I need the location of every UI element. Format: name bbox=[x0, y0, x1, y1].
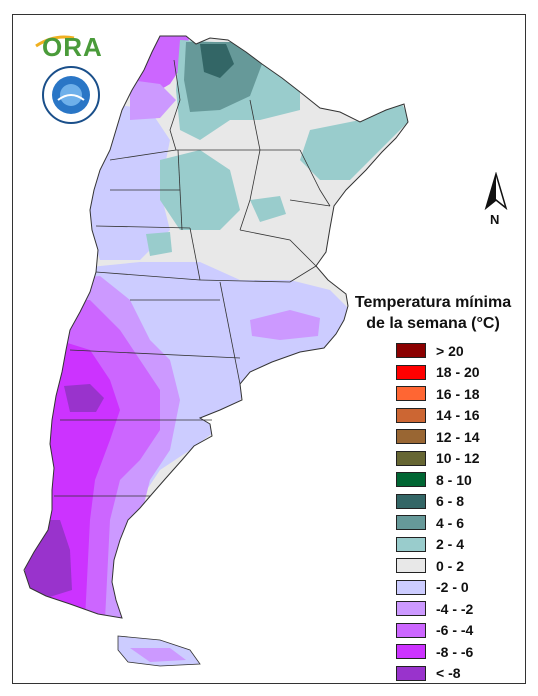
legend-item: 10 - 12 bbox=[396, 448, 480, 470]
zone-m4-m2-east-pampa bbox=[250, 310, 320, 340]
legend-label: -2 - 0 bbox=[436, 579, 469, 596]
legend-label: 14 - 16 bbox=[436, 407, 480, 424]
legend-item: -2 - 0 bbox=[396, 577, 480, 599]
legend-item: -6 - -4 bbox=[396, 620, 480, 642]
legend-swatch bbox=[396, 558, 426, 574]
legend-swatch bbox=[396, 515, 426, 531]
legend-title-line2: de la semana (°C) bbox=[366, 315, 500, 332]
legend-label: > 20 bbox=[436, 342, 464, 359]
legend: > 20 18 - 20 16 - 18 14 - 16 12 - 14 10 - 12 8… bbox=[396, 340, 480, 684]
legend-label: 18 - 20 bbox=[436, 364, 480, 381]
legend-label: 4 - 6 bbox=[436, 514, 465, 531]
ora-logo: ORA bbox=[34, 30, 104, 62]
legend-swatch bbox=[396, 450, 426, 466]
argentina-outline bbox=[23, 35, 409, 619]
zone-m4-m2-puna bbox=[130, 80, 176, 120]
legend-label: 0 - 2 bbox=[436, 557, 465, 574]
legend-swatch bbox=[396, 601, 426, 617]
legend-swatch bbox=[396, 386, 426, 402]
province-boundaries bbox=[54, 59, 331, 497]
legend-title-line1: Temperatura mínima bbox=[354, 294, 512, 311]
legend-item: -8 - -6 bbox=[396, 641, 480, 663]
legend-item: 12 - 14 bbox=[396, 426, 480, 448]
legend-item: 6 - 8 bbox=[396, 491, 480, 513]
zone-2-4-cuyo bbox=[146, 232, 172, 256]
legend-label: 6 - 8 bbox=[436, 493, 465, 510]
legend-item: > 20 bbox=[396, 340, 480, 362]
legend-label: -6 - -4 bbox=[436, 622, 474, 639]
legend-label: 12 - 14 bbox=[436, 428, 480, 445]
legend-item: -4 - -2 bbox=[396, 598, 480, 620]
smn-seal bbox=[42, 66, 100, 124]
legend-swatch bbox=[396, 536, 426, 552]
legend-item: 18 - 20 bbox=[396, 362, 480, 384]
legend-label: 8 - 10 bbox=[436, 471, 472, 488]
legend-swatch bbox=[396, 343, 426, 359]
legend-label: < -8 bbox=[436, 665, 461, 682]
legend-swatch bbox=[396, 665, 426, 681]
legend-swatch bbox=[396, 644, 426, 660]
zone-lt-m8-mid bbox=[64, 384, 104, 412]
legend-label: 2 - 4 bbox=[436, 536, 465, 553]
legend-item: 2 - 4 bbox=[396, 534, 480, 556]
north-arrow-label: N bbox=[490, 212, 500, 227]
legend-swatch bbox=[396, 622, 426, 638]
legend-item: < -8 bbox=[396, 663, 480, 685]
legend-item: 0 - 2 bbox=[396, 555, 480, 577]
zone-2-4-center bbox=[250, 196, 286, 222]
north-arrow: N bbox=[482, 171, 512, 230]
legend-label: -8 - -6 bbox=[436, 643, 474, 660]
zone-2-4-misiones bbox=[300, 100, 408, 180]
legend-swatch bbox=[396, 364, 426, 380]
legend-swatch bbox=[396, 429, 426, 445]
zone-2-4-chaco bbox=[160, 150, 240, 230]
tierra-del-fuego-purple bbox=[130, 648, 186, 662]
legend-label: 16 - 18 bbox=[436, 385, 480, 402]
legend-swatch bbox=[396, 472, 426, 488]
legend-item: 8 - 10 bbox=[396, 469, 480, 491]
legend-swatch bbox=[396, 407, 426, 423]
legend-label: -4 - -2 bbox=[436, 600, 474, 617]
legend-title: Temperatura mínima de la semana (°C) bbox=[344, 292, 522, 334]
legend-label: 10 - 12 bbox=[436, 450, 480, 467]
legend-item: 16 - 18 bbox=[396, 383, 480, 405]
legend-item: 4 - 6 bbox=[396, 512, 480, 534]
zone-6-8-north bbox=[200, 44, 234, 78]
ora-logo-text: ORA bbox=[42, 32, 103, 62]
legend-item: 14 - 16 bbox=[396, 405, 480, 427]
legend-swatch bbox=[396, 579, 426, 595]
legend-swatch bbox=[396, 493, 426, 509]
